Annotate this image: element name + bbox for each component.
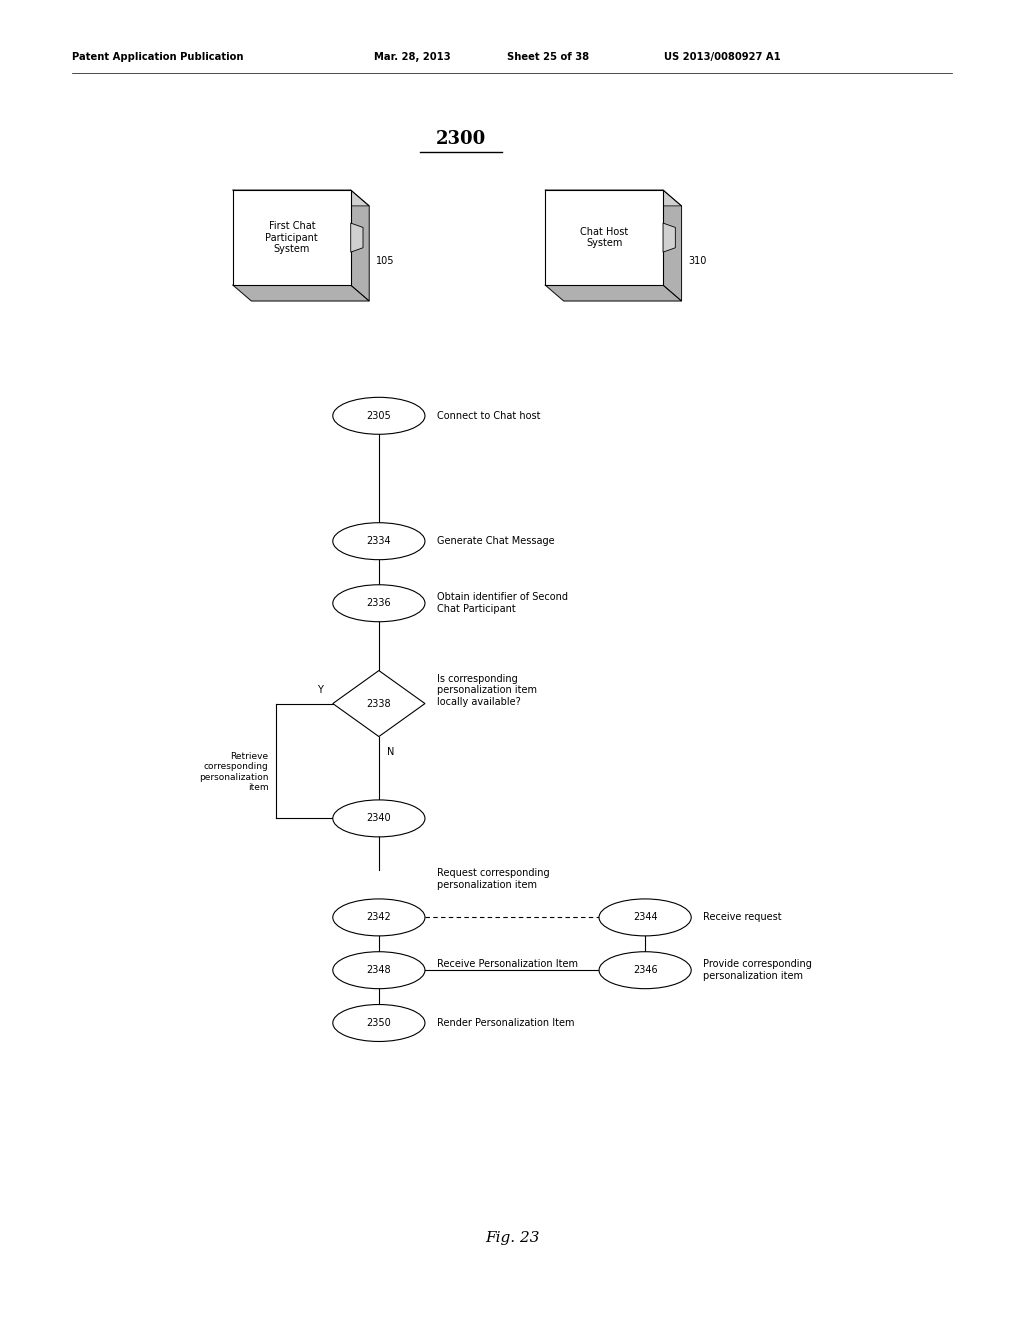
- Polygon shape: [350, 190, 369, 301]
- Text: 2348: 2348: [367, 965, 391, 975]
- Polygon shape: [333, 671, 425, 737]
- Text: US 2013/0080927 A1: US 2013/0080927 A1: [664, 51, 780, 62]
- Text: Provide corresponding
personalization item: Provide corresponding personalization it…: [703, 960, 812, 981]
- Text: Patent Application Publication: Patent Application Publication: [72, 51, 243, 62]
- Polygon shape: [545, 190, 664, 285]
- Text: 2334: 2334: [367, 536, 391, 546]
- Text: Generate Chat Message: Generate Chat Message: [437, 536, 555, 546]
- Polygon shape: [664, 190, 682, 301]
- Ellipse shape: [599, 952, 691, 989]
- Polygon shape: [232, 190, 369, 206]
- Ellipse shape: [599, 899, 691, 936]
- Text: 2350: 2350: [367, 1018, 391, 1028]
- Text: Obtain identifier of Second
Chat Participant: Obtain identifier of Second Chat Partici…: [437, 593, 568, 614]
- Text: Receive request: Receive request: [703, 912, 782, 923]
- Polygon shape: [545, 190, 682, 206]
- Text: 105: 105: [377, 256, 395, 267]
- Ellipse shape: [333, 800, 425, 837]
- Text: 2300: 2300: [435, 129, 486, 148]
- Text: Retrieve
corresponding
personalization
item: Retrieve corresponding personalization i…: [199, 752, 268, 792]
- Polygon shape: [350, 223, 362, 252]
- Text: Render Personalization Item: Render Personalization Item: [437, 1018, 574, 1028]
- Ellipse shape: [333, 523, 425, 560]
- Ellipse shape: [333, 952, 425, 989]
- Text: 2344: 2344: [633, 912, 657, 923]
- Polygon shape: [232, 190, 350, 285]
- Text: Is corresponding
personalization item
locally available?: Is corresponding personalization item lo…: [437, 673, 538, 708]
- Text: 2336: 2336: [367, 598, 391, 609]
- Polygon shape: [232, 285, 369, 301]
- Text: Chat Host
System: Chat Host System: [580, 227, 629, 248]
- Text: First Chat
Participant
System: First Chat Participant System: [265, 220, 318, 255]
- Text: 310: 310: [688, 256, 707, 267]
- Text: 2342: 2342: [367, 912, 391, 923]
- Text: 2305: 2305: [367, 411, 391, 421]
- Text: Connect to Chat host: Connect to Chat host: [437, 411, 541, 421]
- Text: Request corresponding
personalization item: Request corresponding personalization it…: [437, 869, 550, 890]
- Ellipse shape: [333, 899, 425, 936]
- Text: Fig. 23: Fig. 23: [484, 1232, 540, 1245]
- Text: N: N: [387, 747, 394, 758]
- Text: Receive Personalization Item: Receive Personalization Item: [437, 958, 579, 969]
- Text: 2346: 2346: [633, 965, 657, 975]
- Ellipse shape: [333, 585, 425, 622]
- Polygon shape: [545, 285, 682, 301]
- Polygon shape: [664, 223, 676, 252]
- Ellipse shape: [333, 397, 425, 434]
- Text: Y: Y: [316, 685, 323, 696]
- Text: Mar. 28, 2013: Mar. 28, 2013: [374, 51, 451, 62]
- Text: 2340: 2340: [367, 813, 391, 824]
- Text: Sheet 25 of 38: Sheet 25 of 38: [507, 51, 589, 62]
- Text: 2338: 2338: [367, 698, 391, 709]
- Ellipse shape: [333, 1005, 425, 1041]
